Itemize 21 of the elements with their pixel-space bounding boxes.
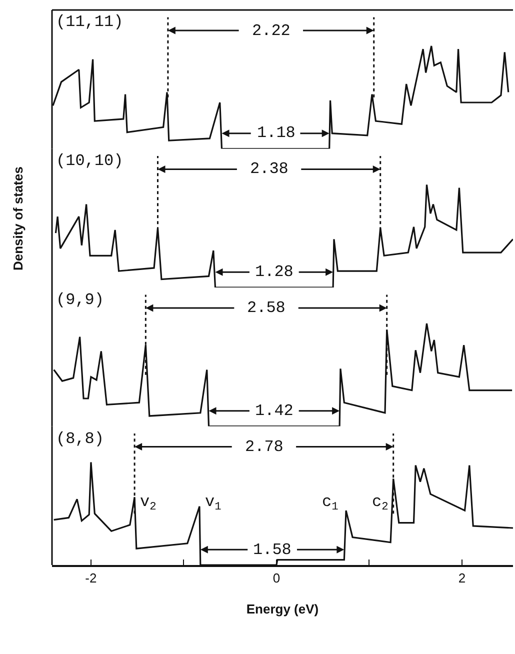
text: 2.22 xyxy=(252,22,290,40)
annotation: 1.18 xyxy=(257,124,296,142)
x-tick-label: 2 xyxy=(458,570,466,586)
text: (8,8) xyxy=(56,430,104,448)
annotation: 1.58 xyxy=(253,541,292,559)
annotation: c$_{2}$ xyxy=(372,493,388,514)
x-axis-title: Energy (eV) xyxy=(246,601,319,616)
text: 2.58 xyxy=(247,299,286,317)
annotation: 1.28 xyxy=(255,263,294,281)
text: (10,10) xyxy=(56,152,124,170)
text: 2.38 xyxy=(250,160,288,178)
text: (9,9) xyxy=(56,291,104,309)
text: (11,11) xyxy=(56,13,124,31)
annotation: 1.42 xyxy=(255,402,294,420)
annotation: v$_{2}$ xyxy=(140,493,156,514)
annotation: c$_{1}$ xyxy=(322,493,339,514)
y-axis-title: Density of states xyxy=(10,166,26,271)
text: 2.78 xyxy=(245,438,284,456)
x-tick-label: -2 xyxy=(85,570,97,586)
annotation: v$_{1}$ xyxy=(205,493,222,514)
x-tick-label: 0 xyxy=(272,570,280,586)
